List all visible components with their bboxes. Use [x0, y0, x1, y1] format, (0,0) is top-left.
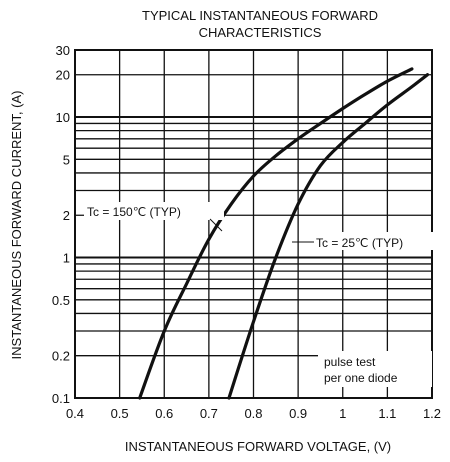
y-axis-label: INSTANTANEOUS FORWARD CURRENT, (A)	[9, 91, 24, 360]
y-tick-label-5: 5	[63, 152, 70, 167]
y-tick-label-1: 0.2	[52, 349, 70, 364]
y-tick-label-0: 0.1	[52, 391, 70, 406]
y-tick-label-8: 30	[56, 43, 70, 58]
y-tick-label-2: 0.5	[52, 293, 70, 308]
y-tick-label-4: 2	[63, 208, 70, 223]
x-tick-label-2: 0.6	[155, 406, 173, 421]
plot-area	[74, 49, 433, 399]
x-axis-label: INSTANTANEOUS FORWARD VOLTAGE, (V)	[125, 439, 391, 454]
y-tick-label-3: 1	[63, 251, 70, 266]
series-line-0	[138, 67, 414, 400]
x-tick-label-5: 0.9	[289, 406, 307, 421]
pulse-test-line-1: pulse test	[324, 355, 376, 369]
x-tick-label-4: 0.8	[244, 406, 262, 421]
x-tick-label-7: 1.1	[378, 406, 396, 421]
label-25c-text: Tc = 25℃ (TYP)	[316, 236, 403, 250]
chart-title-line-2: CHARACTERISTICS	[199, 25, 322, 40]
series-group	[138, 67, 430, 400]
x-tick-label-6: 1	[339, 406, 346, 421]
pulse-test-line-2: per one diode	[324, 371, 398, 385]
x-tick-label-3: 0.7	[200, 406, 218, 421]
label-150c: Tc = 150℃ (TYP)	[84, 202, 224, 232]
grid	[74, 49, 433, 399]
series-line-1	[227, 73, 430, 400]
pulse-test-note: pulse test per one diode	[318, 351, 432, 387]
x-tick-label-8: 1.2	[423, 406, 441, 421]
label-25c: Tc = 25℃ (TYP)	[292, 232, 434, 250]
x-tick-label-1: 0.5	[111, 406, 129, 421]
x-tick-label-0: 0.4	[66, 406, 84, 421]
chart-title-line-1: TYPICAL INSTANTANEOUS FORWARD	[142, 8, 378, 23]
label-150c-text: Tc = 150℃ (TYP)	[87, 205, 181, 219]
y-tick-label-6: 10	[56, 110, 70, 125]
leader-150c	[209, 218, 223, 232]
y-tick-label-7: 20	[56, 68, 70, 83]
tick-labels: 0.4 0.5 0.6 0.7 0.8 0.9 1 1.1 1.2 0.1 0.2 0.5 1 2 5 10 2…	[52, 43, 441, 421]
